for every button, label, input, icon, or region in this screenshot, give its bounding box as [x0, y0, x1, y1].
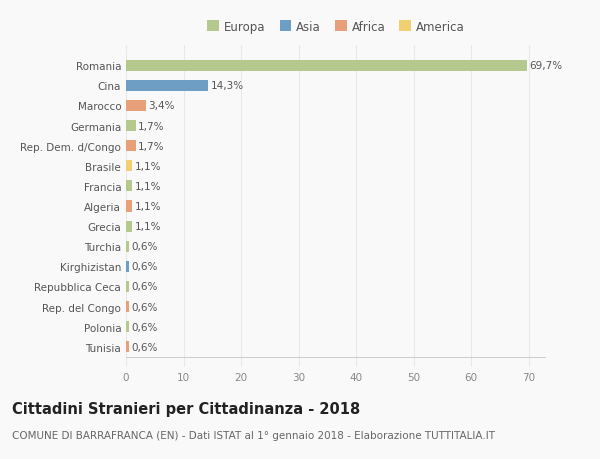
Text: 0,6%: 0,6% — [132, 242, 158, 252]
Bar — [126, 161, 133, 172]
Text: 0,6%: 0,6% — [132, 262, 158, 272]
Text: COMUNE DI BARRAFRANCA (EN) - Dati ISTAT al 1° gennaio 2018 - Elaborazione TUTTIT: COMUNE DI BARRAFRANCA (EN) - Dati ISTAT … — [12, 431, 495, 441]
Bar — [126, 121, 136, 132]
Text: 0,6%: 0,6% — [132, 302, 158, 312]
Text: 1,1%: 1,1% — [134, 222, 161, 232]
Text: 1,1%: 1,1% — [134, 181, 161, 191]
Text: Cittadini Stranieri per Cittadinanza - 2018: Cittadini Stranieri per Cittadinanza - 2… — [12, 402, 360, 417]
Bar — [126, 201, 133, 212]
Bar — [126, 141, 136, 152]
Text: 3,4%: 3,4% — [148, 101, 175, 111]
Text: 1,1%: 1,1% — [134, 202, 161, 212]
Text: 0,6%: 0,6% — [132, 282, 158, 292]
Text: 0,6%: 0,6% — [132, 342, 158, 352]
Bar — [126, 181, 133, 192]
Bar — [126, 261, 130, 272]
Text: 14,3%: 14,3% — [211, 81, 244, 91]
Bar — [126, 281, 130, 292]
Bar — [126, 321, 130, 332]
Bar — [126, 61, 527, 72]
Text: 1,7%: 1,7% — [138, 141, 164, 151]
Bar — [126, 221, 133, 232]
Bar — [126, 302, 130, 313]
Text: 1,1%: 1,1% — [134, 162, 161, 171]
Bar — [126, 341, 130, 353]
Bar — [126, 81, 208, 92]
Text: 1,7%: 1,7% — [138, 121, 164, 131]
Bar — [126, 101, 146, 112]
Legend: Europa, Asia, Africa, America: Europa, Asia, Africa, America — [208, 21, 464, 34]
Bar — [126, 241, 130, 252]
Text: 69,7%: 69,7% — [529, 61, 562, 71]
Text: 0,6%: 0,6% — [132, 322, 158, 332]
